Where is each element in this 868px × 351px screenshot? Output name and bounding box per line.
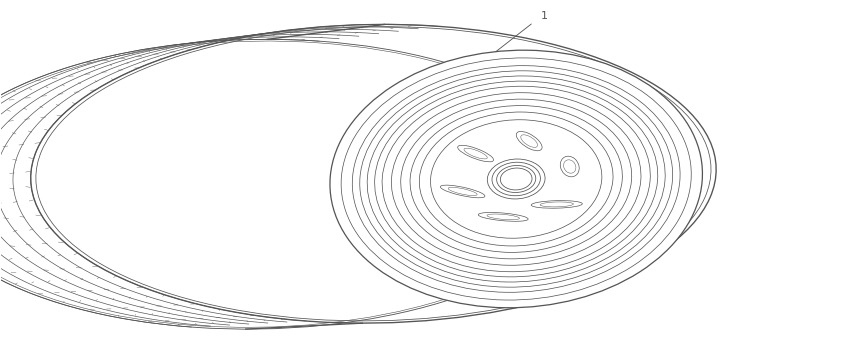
Ellipse shape	[516, 131, 542, 151]
Ellipse shape	[440, 185, 485, 198]
Ellipse shape	[457, 145, 494, 162]
Text: 1: 1	[541, 11, 548, 21]
Ellipse shape	[561, 156, 579, 177]
Ellipse shape	[478, 212, 528, 221]
Ellipse shape	[531, 201, 582, 208]
Ellipse shape	[330, 50, 702, 308]
